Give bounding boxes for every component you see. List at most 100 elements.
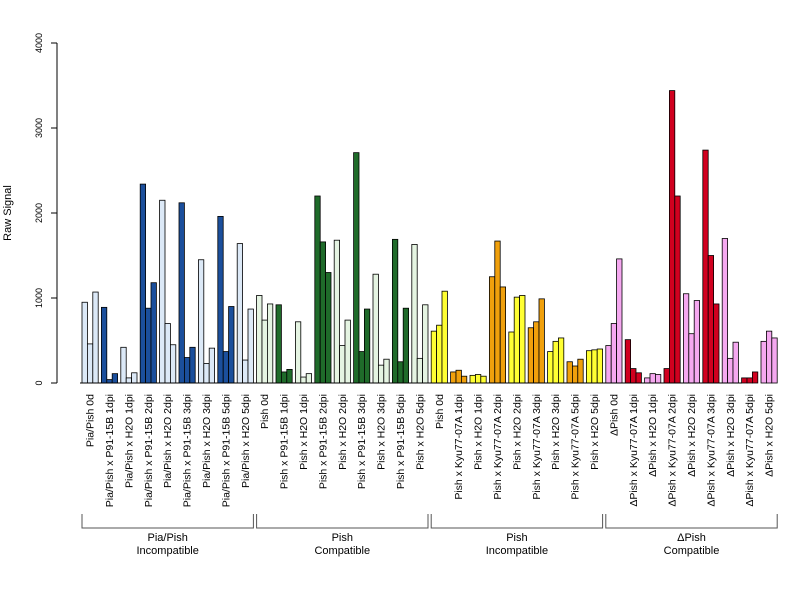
bar	[402, 307, 410, 384]
bar	[436, 324, 443, 384]
bar	[242, 359, 249, 384]
bar	[669, 90, 676, 384]
category-label: ΔPish x Kyu77-07A 3dpi	[705, 394, 717, 507]
bar	[411, 244, 418, 384]
category-label: Pish x H2O 1dpi	[473, 394, 485, 470]
bar	[256, 295, 263, 384]
category-label: Pish 0d	[434, 394, 446, 429]
bar	[92, 291, 99, 384]
group-label-line2: Incompatible	[486, 545, 548, 557]
bar	[610, 323, 618, 384]
bar	[111, 373, 118, 384]
bar	[693, 300, 701, 384]
bar	[635, 372, 642, 384]
bar	[513, 296, 521, 384]
category-label: Pish x H2O 5dpi	[589, 394, 601, 470]
bar	[707, 255, 715, 384]
bar	[189, 346, 196, 384]
bar	[203, 363, 210, 384]
bar	[430, 330, 438, 384]
bar	[358, 351, 365, 384]
bar	[344, 319, 351, 384]
bar	[416, 357, 424, 384]
bar	[319, 241, 327, 384]
bar	[159, 199, 166, 384]
bar	[391, 238, 399, 384]
bar	[169, 344, 177, 384]
bar	[624, 339, 632, 384]
y-tick-label: 3000	[34, 118, 44, 138]
bar	[372, 273, 379, 384]
bar	[558, 337, 565, 384]
category-label: ΔPish x H2O 3dpi	[725, 394, 737, 477]
bar	[488, 276, 496, 384]
category-label: Pia/Pish x H2O 3dpi	[201, 394, 213, 488]
category-label: Pia/Pish x P91-15B 5dpi	[220, 394, 232, 507]
bar	[294, 321, 302, 384]
bar	[746, 377, 753, 384]
category-label: Pish x Kyu77-07A 5dpi	[570, 394, 582, 500]
bar	[591, 349, 598, 384]
category-label: Pish x P91-15B 3dpi	[356, 394, 368, 489]
bar	[178, 202, 185, 384]
category-label: Pia/Pish x P91-15B 2dpi	[143, 394, 155, 507]
bar	[572, 365, 579, 384]
bar	[363, 308, 371, 384]
bar	[649, 373, 656, 384]
category-label: Pish x P91-15B 2dpi	[317, 394, 329, 489]
bar	[655, 374, 662, 384]
bar	[605, 345, 612, 384]
bar	[266, 303, 274, 384]
bar	[683, 293, 690, 384]
bar	[547, 351, 554, 384]
bar	[552, 340, 559, 384]
bar	[383, 358, 390, 384]
bar	[727, 357, 734, 384]
y-tick-label: 0	[34, 380, 44, 385]
bar	[131, 372, 138, 384]
bar	[702, 149, 709, 384]
category-label: Pish x H2O 3dpi	[550, 394, 562, 470]
bar	[450, 371, 457, 384]
bar	[752, 371, 759, 384]
category-label: ΔPish x H2O 2dpi	[686, 394, 698, 477]
bar	[377, 364, 385, 384]
bar	[217, 215, 224, 384]
bar	[760, 340, 767, 384]
bar	[139, 183, 146, 384]
bar	[663, 368, 670, 384]
bar	[106, 379, 113, 384]
category-label: Pish x H2O 3dpi	[376, 394, 388, 470]
group-label-line1: Pish	[506, 532, 527, 544]
category-label: Pish x Kyu77-07A 2dpi	[492, 394, 504, 500]
category-label: Pish x H2O 2dpi	[337, 394, 349, 470]
bar	[300, 376, 307, 384]
bar	[222, 351, 229, 384]
group-label-line2: Compatible	[664, 545, 720, 557]
bar	[630, 368, 637, 384]
group-bracket	[430, 514, 604, 529]
bar	[228, 306, 235, 384]
category-label: ΔPish x Kyu77-07A 5dpi	[744, 394, 756, 507]
bar	[422, 304, 429, 384]
category-label: Pia/Pish x H2O 2dpi	[162, 394, 174, 488]
bar	[150, 282, 157, 384]
bar	[236, 243, 243, 384]
y-tick-label: 4000	[34, 33, 44, 53]
bar	[339, 345, 346, 384]
category-label: Pia/Pish x P91-15B 1dpi	[104, 394, 116, 507]
bar	[280, 371, 288, 384]
bar	[164, 323, 171, 384]
category-label: ΔPish x Kyu77-07A 1dpi	[628, 394, 640, 507]
bar	[460, 375, 468, 384]
bar	[688, 333, 695, 384]
category-label: ΔPish x H2O 1dpi	[647, 394, 659, 477]
y-tick-label: 1000	[34, 288, 44, 308]
bar	[286, 368, 293, 384]
bar	[197, 259, 205, 384]
group-label-line2: Incompatible	[137, 545, 199, 557]
category-label: Pia/Pish x P91-15B 3dpi	[182, 394, 194, 507]
bar	[87, 343, 94, 384]
bar	[125, 377, 132, 384]
